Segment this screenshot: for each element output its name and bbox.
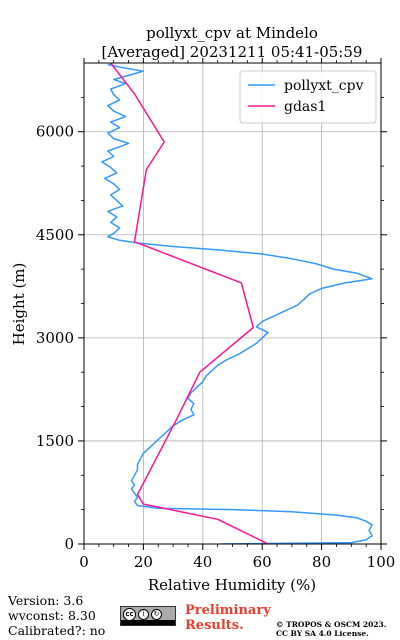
copyright-line-2: CC BY SA 4.0 License.	[276, 629, 369, 638]
legend-label-gdas1: gdas1	[284, 99, 326, 115]
x-tick-label: 0	[79, 553, 89, 571]
y-tick-label: 0	[64, 535, 74, 553]
cc-license-badge: cc i ↻	[120, 606, 176, 626]
x-tick-label: 60	[253, 553, 272, 571]
grid	[83, 63, 382, 545]
copyright-notice: © TROPOS & OSCM 2023. CC BY SA 4.0 Licen…	[276, 620, 386, 638]
x-axis-label: Relative Humidity (%)	[148, 576, 316, 594]
y-tick-label: 1500	[36, 432, 74, 450]
preliminary-notice: Preliminary Results.	[185, 603, 271, 633]
series	[101, 63, 373, 544]
plot-frame	[83, 62, 382, 545]
chart-title-line-2: [Averaged] 20231211 05:41-05:59	[102, 43, 363, 61]
version-text: Version: 3.6	[8, 593, 84, 608]
ticks: 0 20 40 60 80 100 0 1500 3000 4500 6000	[36, 58, 396, 571]
share-alike-icon: ↻	[151, 608, 162, 620]
cc-icon: cc	[123, 607, 136, 621]
calibrated-text: Calibrated?: no	[8, 623, 106, 638]
series-line-gdas1	[110, 63, 269, 544]
preliminary-line-1: Preliminary	[185, 603, 271, 618]
y-axis-label: Height (m)	[10, 263, 28, 346]
series-line-pollyxt-cpv	[101, 63, 373, 544]
y-tick-label: 3000	[36, 329, 74, 347]
legend: pollyxt_cpv gdas1	[239, 70, 377, 124]
copyright-line-1: © TROPOS & OSCM 2023.	[276, 620, 387, 629]
legend-box	[239, 70, 377, 124]
y-tick-label: 6000	[36, 123, 74, 141]
attribution-icon: i	[138, 608, 149, 620]
badge-strip	[121, 620, 175, 625]
legend-label-pollyxt: pollyxt_cpv	[284, 78, 364, 94]
x-tick-label: 100	[367, 553, 396, 571]
chart-title-line-1: pollyxt_cpv at Mindelo	[146, 24, 318, 42]
x-tick-label: 80	[312, 553, 331, 571]
y-tick-label: 4500	[36, 226, 74, 244]
wvconst-text: wvconst: 8.30	[8, 608, 96, 623]
preliminary-line-2: Results.	[185, 618, 244, 633]
x-tick-label: 40	[193, 553, 212, 571]
x-tick-label: 20	[134, 553, 153, 571]
